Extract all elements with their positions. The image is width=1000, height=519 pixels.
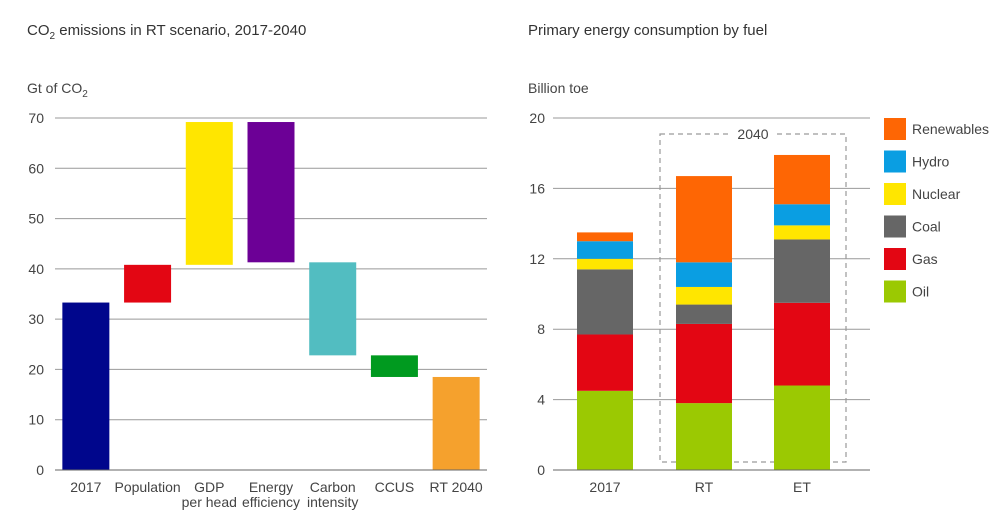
stacked-segment-gas [676,323,732,404]
legend-label: Gas [912,251,938,267]
stacked-segment-hydro [774,204,830,226]
left-x-tick-label: per head [182,494,237,510]
right-y-tick-label: 8 [537,321,545,337]
legend-label: Oil [912,284,929,300]
right-x-tick-label: 2017 [589,479,620,495]
left-y-tick-label: 70 [28,110,44,126]
waterfall-bar [124,264,172,303]
waterfall-bar [370,355,418,377]
left-x-tick-label: Carbon [310,479,356,495]
stacked-segment-renewables [676,176,732,263]
left-chart-title: CO2 emissions in RT scenario, 2017-2040 [27,22,307,42]
legend-swatch [884,248,906,270]
stacked-segment-coal [577,269,633,335]
legend-swatch [884,183,906,205]
right-y-tick-label: 4 [537,392,545,408]
left-y-tick-label: 60 [28,160,44,176]
right-y-axis-label: Billion toe [528,80,589,96]
left-y-tick-label: 0 [36,462,44,478]
left-x-tick-label: GDP [194,479,224,495]
waterfall-bar [309,262,357,356]
waterfall-bar [432,376,480,470]
left-x-tick-label: 2017 [70,479,101,495]
stacked-segment-nuclear [774,225,830,240]
left-x-tick-label: RT 2040 [430,479,483,495]
left-x-tick-label: intensity [307,494,358,510]
left-y-tick-label: 20 [28,361,44,377]
right-x-tick-label: RT [695,479,714,495]
stacked-segment-coal [676,304,732,324]
stacked-segment-nuclear [577,258,633,270]
stacked-segment-hydro [577,241,633,259]
left-y-tick-label: 10 [28,412,44,428]
left-x-tick-label: CCUS [375,479,415,495]
group-label-background [731,125,775,143]
stacked-segment-coal [774,239,830,303]
legend-swatch [884,150,906,173]
legend-label: Hydro [912,154,950,170]
stacked-segment-gas [774,302,830,386]
stacked-segment-oil [676,403,732,470]
legend-label: Coal [912,219,941,235]
stacked-segment-oil [774,385,830,470]
legend-swatch [884,118,906,140]
stacked-segment-nuclear [676,286,732,305]
legend-swatch [884,280,906,303]
right-y-tick-label: 20 [529,110,545,126]
stacked-segment-oil [577,390,633,470]
left-x-tick-label: efficiency [242,494,300,510]
legend-label: Renewables [912,121,989,137]
waterfall-bar [185,122,233,265]
left-y-tick-label: 50 [28,211,44,227]
left-x-tick-label: Energy [249,479,293,495]
right-y-tick-label: 16 [529,180,545,196]
stacked-segment-hydro [676,262,732,287]
stacked-segment-renewables [577,232,633,242]
legend-swatch [884,215,906,238]
left-y-axis-label: Gt of CO2 [27,80,88,100]
stacked-segment-gas [577,334,633,391]
legend-label: Nuclear [912,186,961,202]
left-y-tick-label: 40 [28,261,44,277]
right-chart-title: Primary energy consumption by fuel [528,22,768,39]
right-y-tick-label: 12 [529,251,545,267]
left-x-tick-label: Population [114,479,180,495]
left-y-tick-label: 30 [28,311,44,327]
right-y-tick-label: 0 [537,462,545,478]
group-label: 2040 [737,126,768,142]
waterfall-bar [62,302,110,470]
waterfall-bar [247,122,295,263]
right-x-tick-label: ET [793,479,811,495]
stacked-segment-renewables [774,154,830,205]
